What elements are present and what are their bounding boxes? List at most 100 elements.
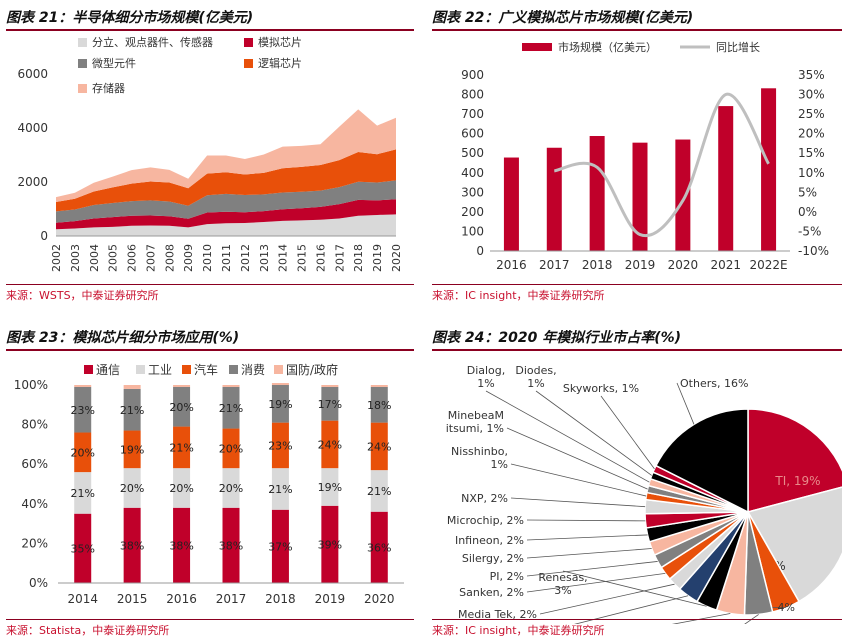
bar-segment-汽车: [321, 420, 339, 469]
x-tick-label: 2017: [333, 244, 346, 272]
legend-swatch: [244, 38, 253, 47]
y-tick-label: 80%: [21, 418, 48, 432]
bar-segment-通信: [123, 507, 141, 583]
data-label: 24%: [318, 438, 342, 451]
slice-label: Renesas, 3%: [538, 571, 587, 597]
data-label: 24%: [367, 440, 391, 453]
legend-label: 通信: [96, 363, 120, 377]
data-label: 23%: [268, 439, 292, 452]
bar-segment-国防/政府: [74, 385, 92, 387]
y-tick-label: 4000: [17, 121, 48, 135]
bar-segment-汽车: [173, 426, 191, 469]
slice-label: Microchip, 2%: [447, 514, 524, 527]
bar-segment-通信: [222, 507, 240, 583]
x-tick-label: 2016: [314, 244, 327, 272]
y-right-tick-label: 15%: [798, 146, 825, 160]
pie-chart: TI, 19%ADI, 19%Maxim, 4%ON Semi, 4%STMic…: [446, 364, 842, 624]
bar-segment-国防/政府: [370, 385, 388, 387]
legend-swatch: [136, 365, 145, 374]
leader-line: [671, 613, 731, 624]
source-text: 来源：IC insight，中泰证券研究所: [432, 624, 605, 637]
x-tick-label: 2016: [496, 258, 527, 272]
data-label: 21%: [169, 441, 193, 454]
title-rule: [432, 29, 842, 31]
bar-segment-国防/政府: [321, 385, 339, 387]
leader-line: [485, 390, 650, 483]
bar: [632, 142, 648, 251]
y-right-tick-label: 30%: [798, 88, 825, 102]
bar-segment-国防/政府: [173, 385, 191, 387]
x-tick-label: 2020: [668, 258, 699, 272]
bar-segment-消费: [173, 386, 191, 427]
legend-swatch: [78, 59, 87, 68]
slice-label: Sanken, 2%: [459, 586, 524, 599]
bar-segment-消费: [370, 386, 388, 423]
data-label: 21%: [268, 483, 292, 496]
y-left-tick-label: 300: [461, 185, 484, 199]
legend-label: 工业: [148, 363, 172, 377]
legend-swatch: [78, 38, 87, 47]
data-label: 23%: [70, 404, 94, 417]
source-text: 来源：IC insight，中泰证券研究所: [432, 289, 605, 302]
stacked-percent-bar-chart: 通信 工业 汽车 消费 国防/政府 0% 20% 40% 60% 80% 100% 35% 21% 20%…: [14, 362, 404, 606]
data-label: 21%: [120, 404, 144, 417]
slice-label: NXP, 2%: [461, 492, 508, 505]
leader-line: [526, 534, 648, 541]
data-label: 38%: [169, 539, 193, 552]
bar-segment-工业: [123, 468, 141, 508]
panel-analog-market-size: 图表 22：广义模拟芯片市场规模(亿美元) 市场规模（亿美元） 同比增长 0 100 2…: [432, 4, 842, 304]
legend-swatch: [78, 84, 87, 93]
bar-segment-国防/政府: [123, 385, 141, 389]
title-rule: [6, 29, 414, 31]
bar-segment-工业: [271, 468, 289, 510]
slice-label: Dialog, 1%: [467, 364, 506, 390]
y-right-tick-label: 0%: [798, 205, 817, 219]
source-rule: [432, 619, 842, 620]
y-left-tick-label: 800: [461, 88, 484, 102]
y-right-tick-label: 5%: [798, 185, 817, 199]
slice-label: Nisshinbo, 1%: [451, 445, 508, 471]
bar-segment-国防/政府: [271, 383, 289, 385]
y-tick-label: 0%: [29, 576, 48, 590]
x-tick-label: 2018: [352, 244, 365, 272]
leader-line: [510, 463, 647, 497]
panel-title: 图表 21：半导体细分市场规模(亿美元): [6, 10, 254, 26]
leader-line: [535, 390, 652, 476]
x-tick-label: 2012: [239, 244, 252, 272]
slice-label: Skyworks, 1%: [563, 382, 639, 395]
slice-label: MinebeaM itsumi, 1%: [446, 409, 504, 435]
growth-line: [553, 93, 770, 238]
bar: [675, 139, 691, 251]
bar-segment-消费: [123, 388, 141, 431]
legend-label: 同比增长: [716, 40, 760, 54]
data-label: 17%: [318, 398, 342, 411]
leader-line: [526, 548, 652, 559]
bar-segment-工业: [173, 468, 191, 508]
legend-label: 消费: [241, 363, 265, 377]
slice-label: Infineon, 2%: [455, 534, 524, 547]
slice-label: TI, 19%: [774, 474, 820, 488]
panel-title: 图表 22：广义模拟芯片市场规模(亿美元): [432, 10, 694, 26]
x-tick-label: 2003: [69, 244, 82, 272]
legend-swatch: [182, 365, 191, 374]
y-tick-label: 100%: [14, 378, 48, 392]
bar-segment-通信: [370, 511, 388, 583]
legend-label: 汽车: [194, 362, 218, 377]
slice-label: PI, 2%: [490, 570, 524, 583]
x-tick-label: 2019: [315, 592, 346, 606]
leader-line: [526, 519, 646, 522]
bar-segment-工业: [74, 472, 92, 514]
data-label: 20%: [219, 482, 243, 495]
data-label: 21%: [367, 485, 391, 498]
x-tick-label: 2007: [144, 244, 157, 272]
bar-segment-工业: [321, 468, 339, 506]
leader-line: [744, 614, 759, 624]
leader-line: [506, 427, 648, 490]
y-right-tick-label: -5%: [798, 224, 821, 238]
slice-label: Others, 16%: [680, 377, 748, 390]
x-tick-label: 2016: [166, 592, 197, 606]
y-left-tick-label: 600: [461, 127, 484, 141]
legend-swatch-bar: [522, 43, 552, 51]
leader-line: [676, 382, 695, 425]
x-tick-label: 2008: [163, 244, 176, 272]
